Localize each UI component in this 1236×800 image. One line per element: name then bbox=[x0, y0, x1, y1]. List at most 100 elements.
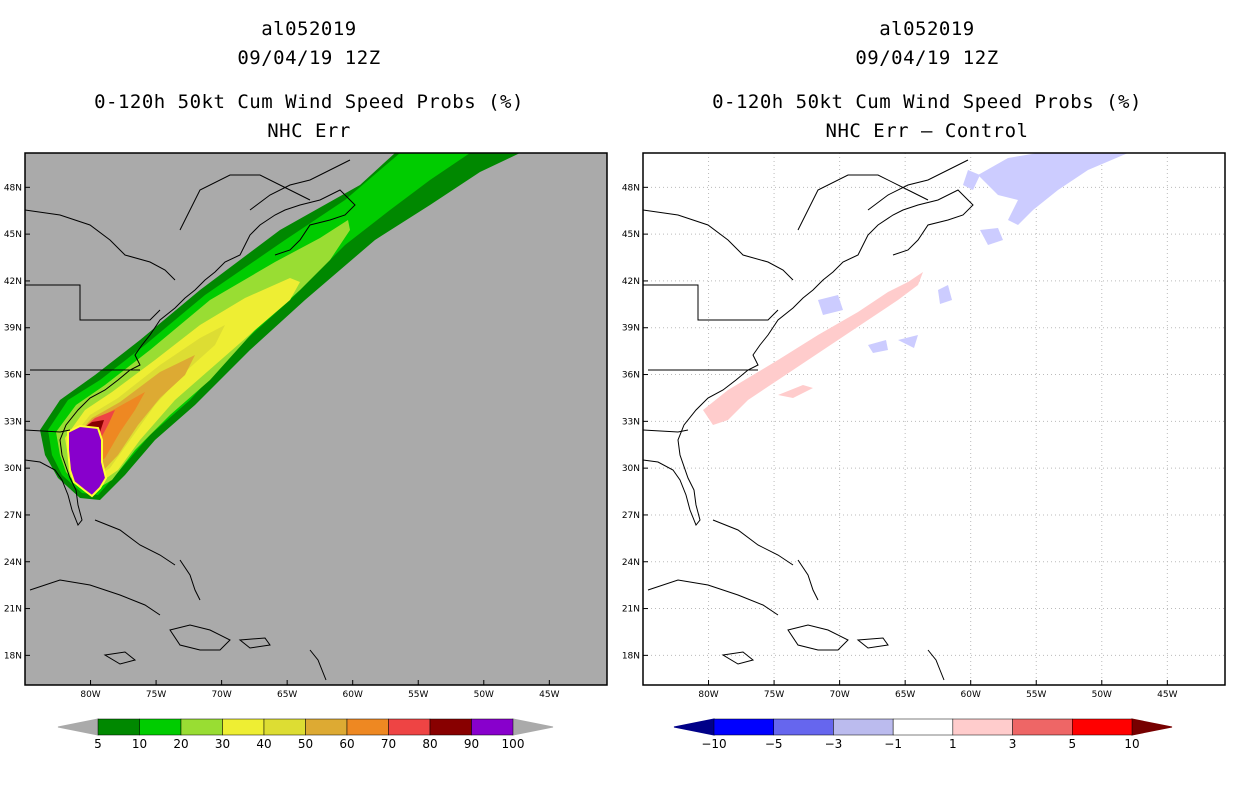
right-lon-label: 50W bbox=[1092, 690, 1112, 700]
right-colorbar-label: −3 bbox=[825, 737, 843, 751]
right-lon-label: 75W bbox=[764, 690, 784, 700]
left-title-time: 09/04/19 12Z bbox=[237, 47, 381, 69]
left-lon-label: 75W bbox=[146, 690, 166, 700]
right-colorbar-label: 10 bbox=[1124, 737, 1139, 751]
right-lon-label: 70W bbox=[829, 690, 849, 700]
right-colorbar-swatch bbox=[1012, 718, 1073, 736]
right-map-frame bbox=[642, 152, 1226, 686]
negative-difference-area bbox=[938, 285, 952, 304]
right-lat-label: 21N bbox=[622, 605, 640, 615]
left-colorbar-label: 10 bbox=[132, 737, 147, 751]
left-lat-label: 27N bbox=[4, 511, 22, 521]
left-lon-label: 80W bbox=[80, 690, 100, 700]
right-lon-label: 80W bbox=[698, 690, 718, 700]
left-colorbar-swatch bbox=[471, 718, 514, 736]
left-colorbar-label: 20 bbox=[173, 737, 188, 751]
right-gridlines bbox=[643, 153, 1225, 685]
left-axis-ticks: 80W 75W 70W 65W 60W 55W 50W 45W 48N 45N 42N 39N 36N 3… bbox=[4, 183, 560, 700]
right-lat-label: 24N bbox=[622, 558, 640, 568]
left-lat-label: 36N bbox=[4, 371, 22, 381]
left-title-storm: al052019 bbox=[261, 18, 357, 40]
left-lon-label: 55W bbox=[408, 690, 428, 700]
right-axis-ticks: 80W 75W 70W 65W 60W 55W 50W 45W 48N 45N 42N 39N 36N 3… bbox=[622, 183, 1178, 700]
right-lon-label: 55W bbox=[1026, 690, 1046, 700]
left-colorbar-overflow bbox=[512, 718, 554, 736]
right-colorbar-swatch bbox=[1072, 718, 1133, 736]
left-lon-label: 65W bbox=[277, 690, 297, 700]
right-colorbar: −10 −5 −3 −1 1 3 5 10 bbox=[673, 718, 1173, 751]
negative-difference-area bbox=[963, 170, 980, 190]
swath-band-100 bbox=[67, 424, 108, 498]
left-colorbar-label: 50 bbox=[298, 737, 313, 751]
left-probability-swath bbox=[40, 153, 520, 500]
left-colorbar-label: 70 bbox=[381, 737, 396, 751]
right-lat-label: 39N bbox=[622, 324, 640, 334]
left-lat-label: 24N bbox=[4, 558, 22, 568]
right-lat-label: 33N bbox=[622, 417, 640, 427]
left-colorbar-swatch bbox=[388, 718, 431, 736]
right-colorbar-label: 1 bbox=[949, 737, 957, 751]
left-title-product: 0-120h 50kt Cum Wind Speed Probs (%) bbox=[94, 91, 524, 113]
left-coastlines bbox=[25, 159, 356, 681]
left-colorbar-swatch bbox=[222, 718, 265, 736]
right-colorbar-label: −10 bbox=[701, 737, 726, 751]
left-colorbar-swatch bbox=[180, 718, 223, 736]
right-title-variant: NHC Err – Control bbox=[825, 120, 1029, 142]
right-colorbar-swatch bbox=[713, 718, 774, 736]
left-map-frame bbox=[24, 152, 608, 686]
right-colorbar-swatch bbox=[773, 718, 834, 736]
left-colorbar-swatch bbox=[346, 718, 389, 736]
left-probability-map: 80W 75W 70W 65W 60W 55W 50W 45W 48N 45N 42N 39N 36N 3… bbox=[4, 152, 608, 751]
left-colorbar-underflow bbox=[57, 718, 99, 736]
left-lat-label: 45N bbox=[4, 230, 22, 240]
negative-difference-area bbox=[978, 153, 1128, 225]
right-lat-label: 18N bbox=[622, 651, 640, 661]
left-lon-label: 50W bbox=[474, 690, 494, 700]
right-colorbar-underflow bbox=[673, 718, 715, 736]
right-map-background bbox=[643, 153, 1225, 685]
right-title-storm: al052019 bbox=[879, 18, 975, 40]
right-colorbar-label: −5 bbox=[765, 737, 783, 751]
negative-difference-area bbox=[868, 340, 888, 353]
left-colorbar-label: 90 bbox=[464, 737, 479, 751]
right-difference-field bbox=[703, 153, 1128, 425]
right-lon-label: 45W bbox=[1157, 690, 1177, 700]
right-lon-label: 60W bbox=[961, 690, 981, 700]
left-colorbar-swatch bbox=[139, 718, 182, 736]
right-colorbar-overflow bbox=[1131, 718, 1173, 736]
left-lon-label: 70W bbox=[211, 690, 231, 700]
right-lat-label: 36N bbox=[622, 371, 640, 381]
left-colorbar-swatch bbox=[97, 718, 140, 736]
right-lat-label: 42N bbox=[622, 277, 640, 287]
right-title-product: 0-120h 50kt Cum Wind Speed Probs (%) bbox=[712, 91, 1142, 113]
left-lat-label: 33N bbox=[4, 417, 22, 427]
positive-difference-area bbox=[778, 385, 813, 398]
right-colorbar-label: 3 bbox=[1009, 737, 1017, 751]
right-title-time: 09/04/19 12Z bbox=[855, 47, 999, 69]
left-colorbar: 5 10 20 30 40 50 60 70 80 90 100 bbox=[57, 718, 554, 751]
left-colorbar-label: 80 bbox=[422, 737, 437, 751]
left-colorbar-label: 40 bbox=[256, 737, 271, 751]
right-lon-label: 65W bbox=[895, 690, 915, 700]
negative-difference-area bbox=[898, 335, 918, 348]
right-lat-label: 27N bbox=[622, 511, 640, 521]
left-colorbar-label: 60 bbox=[339, 737, 354, 751]
left-colorbar-label: 100 bbox=[502, 737, 525, 751]
left-lon-label: 60W bbox=[343, 690, 363, 700]
left-lat-label: 21N bbox=[4, 605, 22, 615]
left-colorbar-swatch bbox=[305, 718, 348, 736]
right-colorbar-swatch bbox=[833, 718, 894, 736]
right-colorbar-swatch bbox=[952, 718, 1013, 736]
negative-difference-area bbox=[980, 228, 1003, 245]
left-panel: al052019 09/04/19 12Z 0-120h 50kt Cum Wi… bbox=[4, 18, 608, 751]
left-colorbar-label: 5 bbox=[94, 737, 102, 751]
left-colorbar-swatch bbox=[263, 718, 306, 736]
right-coastlines bbox=[643, 159, 974, 681]
left-lat-label: 39N bbox=[4, 324, 22, 334]
negative-difference-area bbox=[818, 295, 843, 315]
left-lat-label: 48N bbox=[4, 183, 22, 193]
right-panel: al052019 09/04/19 12Z 0-120h 50kt Cum Wi… bbox=[618, 0, 1236, 800]
right-colorbar-label: 5 bbox=[1068, 737, 1076, 751]
left-colorbar-swatch bbox=[429, 718, 472, 736]
left-colorbar-label: 30 bbox=[215, 737, 230, 751]
